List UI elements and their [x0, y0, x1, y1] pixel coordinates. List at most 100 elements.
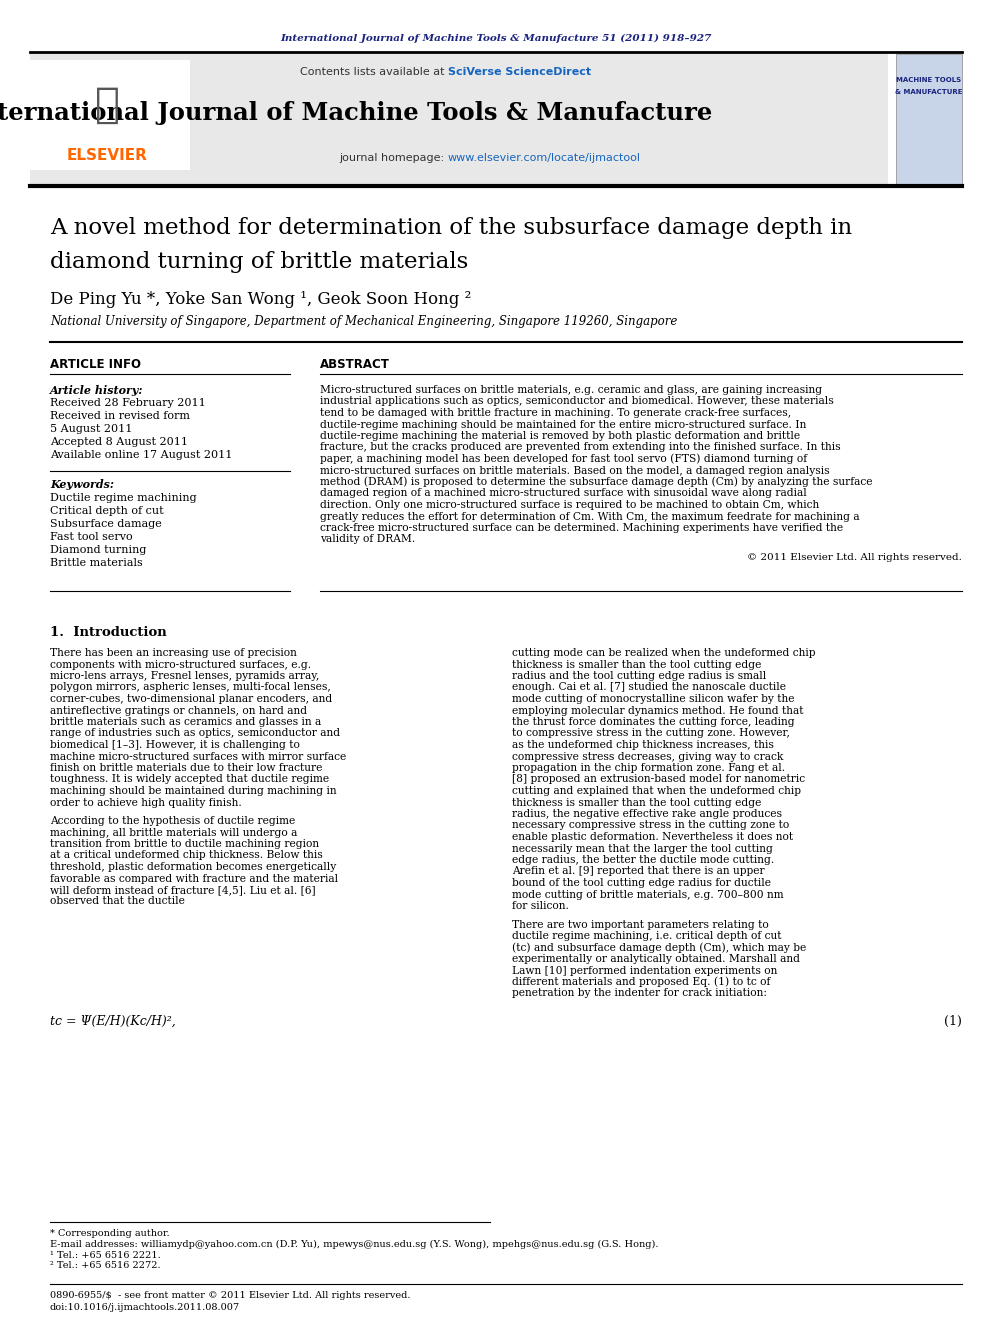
- Text: 0890-6955/$  - see front matter © 2011 Elsevier Ltd. All rights reserved.: 0890-6955/$ - see front matter © 2011 El…: [50, 1291, 411, 1301]
- Text: Keywords:: Keywords:: [50, 479, 114, 491]
- FancyBboxPatch shape: [30, 60, 190, 169]
- Text: machining should be maintained during machining in: machining should be maintained during ma…: [50, 786, 336, 796]
- Text: greatly reduces the effort for determination of Cm. With Cm, the maximum feedrat: greatly reduces the effort for determina…: [320, 512, 860, 521]
- Text: enable plastic deformation. Nevertheless it does not: enable plastic deformation. Nevertheless…: [512, 832, 794, 841]
- Text: radius, the negative effective rake angle produces: radius, the negative effective rake angl…: [512, 808, 782, 819]
- Text: National University of Singapore, Department of Mechanical Engineering, Singapor: National University of Singapore, Depart…: [50, 315, 678, 328]
- Text: Critical depth of cut: Critical depth of cut: [50, 505, 164, 516]
- Text: * Corresponding author.: * Corresponding author.: [50, 1229, 170, 1237]
- Text: validity of DRAM.: validity of DRAM.: [320, 534, 416, 545]
- Text: E-mail addresses: williamydp@yahoo.com.cn (D.P. Yu), mpewys@nus.edu.sg (Y.S. Won: E-mail addresses: williamydp@yahoo.com.c…: [50, 1240, 659, 1249]
- Text: crack-free micro-structured surface can be determined. Machining experiments hav: crack-free micro-structured surface can …: [320, 523, 843, 533]
- Text: ductile regime machining, i.e. critical depth of cut: ductile regime machining, i.e. critical …: [512, 931, 782, 941]
- Text: (tc) and subsurface damage depth (Cm), which may be: (tc) and subsurface damage depth (Cm), w…: [512, 942, 806, 953]
- Text: as the undeformed chip thickness increases, this: as the undeformed chip thickness increas…: [512, 740, 774, 750]
- Text: components with micro-structured surfaces, e.g.: components with micro-structured surface…: [50, 659, 311, 669]
- Text: ELSEVIER: ELSEVIER: [66, 147, 148, 163]
- Text: Brittle materials: Brittle materials: [50, 558, 143, 568]
- Text: biomedical [1–3]. However, it is challenging to: biomedical [1–3]. However, it is challen…: [50, 740, 300, 750]
- Text: 🌲: 🌲: [94, 83, 119, 126]
- Text: at a critical undeformed chip thickness. Below this: at a critical undeformed chip thickness.…: [50, 851, 322, 860]
- Text: industrial applications such as optics, semiconductor and biomedical. However, t: industrial applications such as optics, …: [320, 397, 833, 406]
- Text: © 2011 Elsevier Ltd. All rights reserved.: © 2011 Elsevier Ltd. All rights reserved…: [747, 553, 962, 561]
- Text: brittle materials such as ceramics and glasses in a: brittle materials such as ceramics and g…: [50, 717, 321, 728]
- Text: journal homepage:: journal homepage:: [339, 153, 448, 163]
- Text: corner-cubes, two-dimensional planar encoders, and: corner-cubes, two-dimensional planar enc…: [50, 695, 332, 704]
- Text: method (DRAM) is proposed to determine the subsurface damage depth (Cm) by analy: method (DRAM) is proposed to determine t…: [320, 476, 873, 487]
- Text: Lawn [10] performed indentation experiments on: Lawn [10] performed indentation experime…: [512, 966, 778, 975]
- Text: necessarily mean that the larger the tool cutting: necessarily mean that the larger the too…: [512, 844, 773, 853]
- Text: Received 28 February 2011: Received 28 February 2011: [50, 398, 205, 407]
- Text: micro-structured surfaces on brittle materials. Based on the model, a damaged re: micro-structured surfaces on brittle mat…: [320, 466, 829, 475]
- Text: Micro-structured surfaces on brittle materials, e.g. ceramic and glass, are gain: Micro-structured surfaces on brittle mat…: [320, 385, 822, 396]
- Text: will deform instead of fracture [4,5]. Liu et al. [6]: will deform instead of fracture [4,5]. L…: [50, 885, 315, 894]
- Text: Diamond turning: Diamond turning: [50, 545, 147, 556]
- Text: According to the hypothesis of ductile regime: According to the hypothesis of ductile r…: [50, 816, 296, 826]
- Text: Accepted 8 August 2011: Accepted 8 August 2011: [50, 437, 188, 447]
- Text: SciVerse ScienceDirect: SciVerse ScienceDirect: [448, 67, 591, 77]
- Text: necessary compressive stress in the cutting zone to: necessary compressive stress in the cutt…: [512, 820, 790, 831]
- Text: transition from brittle to ductile machining region: transition from brittle to ductile machi…: [50, 839, 319, 849]
- Text: machine micro-structured surfaces with mirror surface: machine micro-structured surfaces with m…: [50, 751, 346, 762]
- Text: antireflective gratings or channels, on hard and: antireflective gratings or channels, on …: [50, 705, 308, 716]
- Text: MACHINE TOOLS: MACHINE TOOLS: [897, 77, 961, 83]
- Text: order to achieve high quality finish.: order to achieve high quality finish.: [50, 798, 242, 807]
- Text: International Journal of Machine Tools & Manufacture: International Journal of Machine Tools &…: [0, 101, 712, 124]
- Text: mode cutting of monocrystalline silicon wafer by the: mode cutting of monocrystalline silicon …: [512, 695, 795, 704]
- Text: mode cutting of brittle materials, e.g. 700–800 nm: mode cutting of brittle materials, e.g. …: [512, 889, 784, 900]
- Text: There are two important parameters relating to: There are two important parameters relat…: [512, 919, 769, 930]
- Text: Subsurface damage: Subsurface damage: [50, 519, 162, 529]
- Text: polygon mirrors, aspheric lenses, multi-focal lenses,: polygon mirrors, aspheric lenses, multi-…: [50, 683, 330, 692]
- Text: fracture, but the cracks produced are prevented from extending into the finished: fracture, but the cracks produced are pr…: [320, 442, 840, 452]
- Text: doi:10.1016/j.ijmachtools.2011.08.007: doi:10.1016/j.ijmachtools.2011.08.007: [50, 1303, 240, 1312]
- Text: damaged region of a machined micro-structured surface with sinusoidal wave along: damaged region of a machined micro-struc…: [320, 488, 806, 499]
- Text: paper, a machining model has been developed for fast tool servo (FTS) diamond tu: paper, a machining model has been develo…: [320, 454, 807, 464]
- Text: machining, all brittle materials will undergo a: machining, all brittle materials will un…: [50, 827, 298, 837]
- Text: ¹ Tel.: +65 6516 2221.: ¹ Tel.: +65 6516 2221.: [50, 1250, 161, 1259]
- Text: employing molecular dynamics method. He found that: employing molecular dynamics method. He …: [512, 705, 804, 716]
- FancyBboxPatch shape: [896, 54, 962, 184]
- Text: Available online 17 August 2011: Available online 17 August 2011: [50, 450, 232, 460]
- Text: direction. Only one micro-structured surface is required to be machined to obtai: direction. Only one micro-structured sur…: [320, 500, 819, 509]
- Text: Received in revised form: Received in revised form: [50, 411, 190, 421]
- Text: range of industries such as optics, semiconductor and: range of industries such as optics, semi…: [50, 729, 340, 738]
- Text: ductile-regime machining the material is removed by both plastic deformation and: ductile-regime machining the material is…: [320, 431, 801, 441]
- Text: radius and the tool cutting edge radius is small: radius and the tool cutting edge radius …: [512, 671, 766, 681]
- FancyBboxPatch shape: [30, 54, 888, 184]
- Text: to compressive stress in the cutting zone. However,: to compressive stress in the cutting zon…: [512, 729, 790, 738]
- Text: micro-lens arrays, Fresnel lenses, pyramids array,: micro-lens arrays, Fresnel lenses, pyram…: [50, 671, 319, 681]
- Text: experimentally or analytically obtained. Marshall and: experimentally or analytically obtained.…: [512, 954, 800, 964]
- Text: propagation in the chip formation zone. Fang et al.: propagation in the chip formation zone. …: [512, 763, 785, 773]
- Text: There has been an increasing use of precision: There has been an increasing use of prec…: [50, 648, 297, 658]
- Text: the thrust force dominates the cutting force, leading: the thrust force dominates the cutting f…: [512, 717, 795, 728]
- Text: thickness is smaller than the tool cutting edge: thickness is smaller than the tool cutti…: [512, 798, 762, 807]
- Text: edge radius, the better the ductile mode cutting.: edge radius, the better the ductile mode…: [512, 855, 774, 865]
- Text: enough. Cai et al. [7] studied the nanoscale ductile: enough. Cai et al. [7] studied the nanos…: [512, 683, 786, 692]
- Text: favorable as compared with fracture and the material: favorable as compared with fracture and …: [50, 873, 338, 884]
- Text: toughness. It is widely accepted that ductile regime: toughness. It is widely accepted that du…: [50, 774, 329, 785]
- Text: 1.  Introduction: 1. Introduction: [50, 627, 167, 639]
- Text: Arefin et al. [9] reported that there is an upper: Arefin et al. [9] reported that there is…: [512, 867, 765, 877]
- Text: compressive stress decreases, giving way to crack: compressive stress decreases, giving way…: [512, 751, 784, 762]
- Text: ABSTRACT: ABSTRACT: [320, 357, 390, 370]
- Text: penetration by the indenter for crack initiation:: penetration by the indenter for crack in…: [512, 988, 767, 999]
- Text: bound of the tool cutting edge radius for ductile: bound of the tool cutting edge radius fo…: [512, 878, 771, 888]
- Text: De Ping Yu *, Yoke San Wong ¹, Geok Soon Hong ²: De Ping Yu *, Yoke San Wong ¹, Geok Soon…: [50, 291, 471, 308]
- Text: tend to be damaged with brittle fracture in machining. To generate crack-free su: tend to be damaged with brittle fracture…: [320, 407, 792, 418]
- Text: ARTICLE INFO: ARTICLE INFO: [50, 357, 141, 370]
- Text: finish on brittle materials due to their low fracture: finish on brittle materials due to their…: [50, 763, 322, 773]
- Text: for silicon.: for silicon.: [512, 901, 568, 912]
- Text: Ductile regime machining: Ductile regime machining: [50, 493, 196, 503]
- Text: ductile-regime machining should be maintained for the entire micro-structured su: ductile-regime machining should be maint…: [320, 419, 806, 430]
- Text: diamond turning of brittle materials: diamond turning of brittle materials: [50, 251, 468, 273]
- Text: www.elsevier.com/locate/ijmactool: www.elsevier.com/locate/ijmactool: [448, 153, 641, 163]
- Text: observed that the ductile: observed that the ductile: [50, 897, 185, 906]
- Text: & MANUFACTURE: & MANUFACTURE: [895, 89, 963, 95]
- Text: A novel method for determination of the subsurface damage depth in: A novel method for determination of the …: [50, 217, 852, 239]
- Text: 5 August 2011: 5 August 2011: [50, 423, 132, 434]
- Text: ² Tel.: +65 6516 2272.: ² Tel.: +65 6516 2272.: [50, 1262, 161, 1270]
- Text: (1): (1): [944, 1015, 962, 1028]
- Text: different materials and proposed Eq. (1) to tc of: different materials and proposed Eq. (1)…: [512, 976, 771, 987]
- Text: [8] proposed an extrusion-based model for nanometric: [8] proposed an extrusion-based model fo…: [512, 774, 806, 785]
- Text: tc = Ψ(E/H)(Kc/H)²,: tc = Ψ(E/H)(Kc/H)²,: [50, 1015, 176, 1028]
